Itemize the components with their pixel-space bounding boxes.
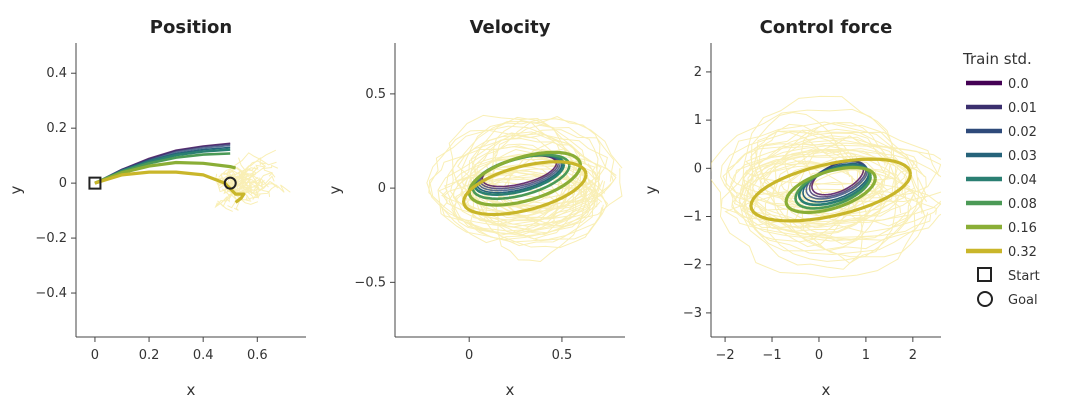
legend-label: Goal	[1008, 293, 1038, 308]
noise-trajectory	[740, 135, 915, 226]
x-tick-label: −1	[762, 348, 781, 363]
y-tick-label: 0.2	[46, 121, 67, 136]
x-tick-label: 0.2	[139, 348, 160, 363]
legend-label: Start	[1008, 269, 1040, 284]
noise-trajectories	[426, 114, 623, 263]
legend-label: 0.02	[1008, 125, 1037, 140]
panel-title: Control force	[760, 17, 893, 38]
y-tick-label: 0.5	[365, 87, 386, 102]
noise-trajectory	[751, 112, 855, 248]
x-axis-label: x	[822, 381, 831, 399]
x-tick-label: −2	[715, 348, 734, 363]
noise-trajectory	[474, 154, 598, 191]
noise-trajectory	[801, 122, 919, 227]
noise-trajectory	[470, 116, 623, 226]
legend-label: 0.08	[1008, 197, 1037, 212]
series-line-0.16	[94, 160, 237, 185]
y-tick-label: 0	[694, 161, 702, 176]
control-force-panel: Control force −2 −1 0 1 2 −3 −2 −1 0 1 2 x y	[642, 17, 941, 399]
legend: Train std. 0.00.010.020.030.040.080.160.…	[962, 50, 1040, 308]
panel-title: Velocity	[470, 17, 551, 38]
noise-trajectory	[730, 148, 941, 224]
series-line-0.04	[797, 164, 871, 207]
noise-trajectory	[448, 114, 598, 221]
y-tick-label: 0	[378, 181, 386, 196]
y-axis-label: y	[7, 185, 25, 194]
noise-trajectory	[738, 148, 928, 256]
panel-title: Position	[150, 17, 232, 38]
y-tick-label: −0.5	[354, 275, 386, 290]
legend-label: 0.32	[1008, 245, 1037, 260]
noise-trajectory	[225, 168, 242, 188]
legend-items: 0.0 0.01 0.02 0.03 0.04 0.08 0.16 0.32 Start Goal	[966, 77, 1040, 308]
plot-area	[94, 142, 291, 212]
noise-trajectory	[719, 155, 923, 279]
x-tick-label: 0.5	[552, 348, 573, 363]
noise-trajectory	[711, 108, 893, 229]
x-tick-label: 2	[909, 348, 917, 363]
series-line-0.32	[94, 170, 246, 204]
noise-trajectory	[233, 179, 266, 191]
y-tick-label: 1	[694, 113, 702, 128]
noise-trajectory	[481, 154, 617, 204]
legend-label: 0.16	[1008, 221, 1037, 236]
noise-trajectories	[711, 95, 941, 279]
y-tick-label: −2	[683, 258, 702, 273]
noise-trajectory	[234, 149, 277, 181]
noise-trajectory	[441, 178, 592, 228]
noise-trajectory	[426, 125, 586, 244]
y-axis-label: y	[326, 185, 344, 194]
noise-trajectory	[465, 175, 603, 232]
plot-area	[426, 114, 623, 263]
y-tick-label: −0.2	[35, 231, 67, 246]
noise-trajectory	[804, 169, 902, 222]
legend-label: 0.01	[1008, 101, 1037, 116]
x-tick-label: 0.4	[193, 348, 214, 363]
legend-square-icon	[977, 267, 992, 282]
goal-marker	[223, 176, 237, 190]
x-tick-label: 0	[465, 348, 473, 363]
y-tick-label: 0	[59, 176, 67, 191]
series-line-0.03	[802, 162, 870, 203]
noise-trajectory	[238, 171, 276, 185]
legend-label: 0.03	[1008, 149, 1037, 164]
legend-label: 0.04	[1008, 173, 1037, 188]
noise-trajectory	[223, 187, 259, 205]
position-panel: Position 0 0.2 0.4 0.6 −0.4 −0.2 0 0.2 0.4 x y	[7, 17, 306, 399]
y-tick-label: 2	[694, 65, 702, 80]
noise-trajectories	[214, 149, 291, 212]
y-axis-label: y	[642, 185, 660, 194]
series-line-0.32	[749, 157, 913, 223]
noise-trajectory	[214, 193, 230, 209]
noise-trajectory	[235, 175, 260, 199]
series-line-0.16	[784, 165, 877, 215]
noise-trajectory	[724, 188, 938, 239]
x-axis-label: x	[506, 381, 515, 399]
plot-area	[711, 95, 941, 279]
noise-trajectory	[222, 172, 234, 185]
noise-trajectory	[218, 177, 239, 193]
x-tick-label: 0	[815, 348, 823, 363]
velocity-panel: Velocity 0 0.5 −0.5 0 0.5 x y	[326, 17, 625, 399]
legend-label: 0.0	[1008, 77, 1029, 92]
x-axis-label: x	[187, 381, 196, 399]
y-tick-label: −0.4	[35, 286, 67, 301]
noise-trajectory	[784, 122, 891, 210]
y-tick-label: −3	[683, 306, 702, 321]
noise-trajectory	[449, 137, 587, 225]
x-tick-label: 0.6	[247, 348, 268, 363]
legend-title: Train std.	[962, 50, 1032, 68]
series-line-0.32	[462, 160, 588, 217]
noise-trajectory	[429, 129, 604, 236]
start-marker	[88, 176, 102, 190]
y-tick-label: 0.4	[46, 66, 67, 81]
x-tick-label: 1	[862, 348, 870, 363]
noise-trajectory	[238, 180, 291, 194]
y-tick-label: −1	[683, 210, 702, 225]
legend-circle-icon	[977, 291, 993, 307]
x-tick-label: 0	[91, 348, 99, 363]
